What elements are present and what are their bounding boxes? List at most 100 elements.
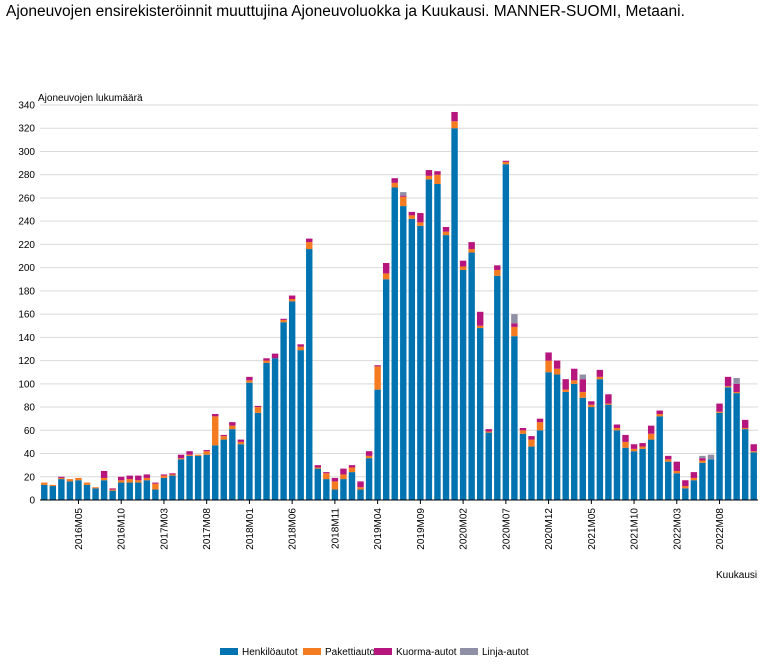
bar-segment	[288, 295, 296, 300]
bar-segment	[314, 467, 322, 469]
bar-segment	[280, 322, 287, 500]
bar-segment	[75, 477, 82, 481]
bar-segment	[519, 430, 527, 434]
bar-segment	[143, 477, 151, 481]
bar-segment	[391, 178, 398, 183]
x-tick-label: 2019M04	[373, 508, 384, 550]
legend-item: Pakettiautot	[303, 647, 378, 658]
bar-segment	[588, 407, 595, 500]
y-tick-label: 20	[24, 472, 36, 483]
bar-segment	[665, 461, 672, 500]
bar-segment	[169, 475, 176, 500]
bar-segment	[169, 474, 176, 476]
bar-segment	[400, 195, 407, 197]
bar-segment	[468, 252, 475, 500]
x-tick-label: 2018M06	[288, 508, 299, 550]
bar-segment	[579, 374, 586, 380]
bar-segment	[656, 414, 663, 417]
bar-segment	[306, 242, 313, 250]
bar-segment	[271, 358, 279, 500]
bar-segment	[229, 429, 236, 500]
bar-segment	[323, 473, 330, 480]
legend-swatch	[460, 648, 478, 655]
bar-segment	[109, 490, 116, 500]
bar-segment	[212, 445, 219, 500]
bar-segment	[647, 425, 655, 434]
y-tick-label: 160	[18, 310, 35, 321]
bar-segment	[639, 448, 646, 500]
bar-segment	[716, 411, 723, 413]
bar-segment	[246, 376, 253, 381]
bar-segment	[297, 346, 304, 351]
bar-segment	[254, 407, 262, 413]
bar-segment	[177, 459, 185, 500]
bar-segment	[75, 480, 82, 500]
bar-segment	[494, 269, 501, 276]
bar-segment	[571, 368, 578, 381]
bar-segment	[459, 266, 467, 270]
bar-segment	[229, 422, 236, 426]
bar-segment	[485, 431, 492, 433]
bar-segment	[511, 314, 518, 324]
x-axis-title: Kuukausi	[716, 570, 757, 581]
bar-segment	[613, 424, 621, 428]
bar-segment	[502, 160, 510, 162]
legend-label: Kuorma-autot	[396, 647, 457, 658]
bar-segment	[169, 473, 176, 475]
bar-segment	[92, 487, 99, 489]
bar-segment	[605, 404, 612, 500]
bar-segment	[451, 121, 458, 129]
bar-segment	[596, 379, 604, 500]
bar-segment	[656, 416, 663, 500]
bar-segment	[553, 368, 561, 375]
x-axis-ticks: 2016M05 2016M10 2017M03 2017M08 2018M01 2018M…	[74, 500, 726, 550]
bar-segment	[263, 360, 270, 363]
bar-segment	[673, 473, 681, 500]
bar-segment	[528, 446, 535, 500]
bar-segment	[451, 111, 458, 122]
legend-item: Kuorma-autot	[374, 647, 457, 658]
bar-segment	[152, 482, 159, 484]
x-tick-label: 2020M02	[459, 508, 470, 550]
bar-segment	[536, 430, 544, 500]
bar-segment	[485, 432, 492, 500]
bar-segment	[280, 319, 287, 323]
bar-segment	[306, 238, 313, 243]
legend-swatch	[220, 648, 238, 655]
bar-segment	[237, 444, 245, 500]
bar-segment	[66, 479, 74, 482]
x-tick-label: 2016M05	[74, 508, 85, 550]
bar-segment	[135, 480, 142, 483]
bar-segment	[331, 477, 339, 482]
y-tick-label: 180	[18, 286, 35, 297]
bar-segment	[528, 436, 535, 440]
bar-segment	[263, 362, 270, 500]
y-tick-label: 40	[24, 449, 36, 460]
bar-segment	[485, 429, 492, 432]
legend: Henkilöautot Pakettiautot Kuorma-autot Linj…	[220, 647, 529, 658]
bar-segment	[425, 170, 433, 176]
bar-segment	[365, 451, 373, 456]
bar-segment	[639, 446, 646, 449]
bar-segment	[382, 273, 390, 280]
bar-segment	[408, 211, 416, 216]
bar-segment	[442, 235, 450, 500]
x-tick-label: 2022M03	[672, 508, 683, 550]
bar-segment	[724, 376, 732, 387]
y-tick-label: 0	[29, 496, 35, 507]
bar-segment	[571, 383, 578, 500]
bar-segment	[511, 323, 518, 327]
bar-segment	[288, 299, 296, 302]
bar-segment	[41, 482, 48, 485]
bar-segment	[596, 376, 604, 380]
bar-segment	[100, 470, 108, 478]
bar-segment	[280, 318, 287, 320]
bar-segment	[135, 482, 142, 500]
x-tick-label: 2019M09	[416, 508, 427, 550]
bar-segment	[665, 459, 672, 462]
bar-segment	[451, 128, 458, 500]
bar-segment	[408, 215, 416, 219]
bar-segment	[588, 404, 595, 408]
bar-segment	[374, 389, 381, 500]
bar-segment	[741, 427, 749, 430]
